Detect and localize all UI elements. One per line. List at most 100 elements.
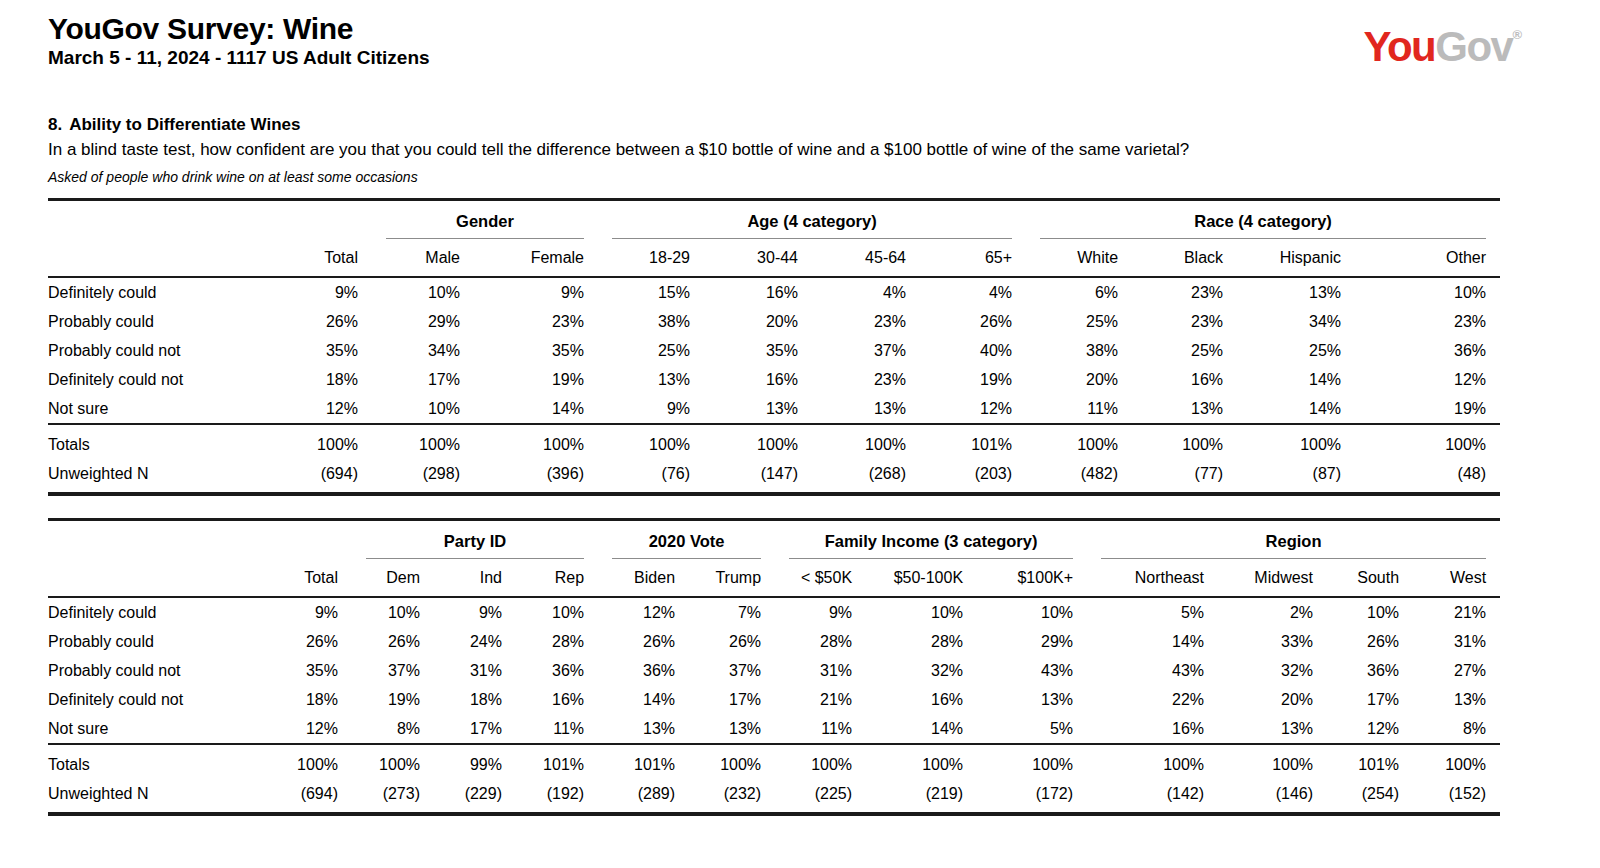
value-cell: 26% <box>920 307 1026 336</box>
value-cell: (298) <box>372 459 474 492</box>
value-cell: 100% <box>1087 744 1218 779</box>
value-cell: 26% <box>288 307 372 336</box>
value-cell: 100% <box>1026 424 1132 459</box>
value-cell: 35% <box>288 656 352 685</box>
column-header-midwest: Midwest <box>1218 559 1327 597</box>
column-header-dem: Dem <box>352 559 434 597</box>
question-number: 8. <box>48 115 62 134</box>
value-cell: (76) <box>598 459 704 492</box>
value-cell: 27% <box>1413 656 1500 685</box>
column-header-female: Female <box>474 239 598 277</box>
value-cell: 10% <box>977 597 1087 627</box>
page-header: YouGov Survey: Wine March 5 - 11, 2024 -… <box>48 12 1544 69</box>
column-header-rep: Rep <box>516 559 598 597</box>
column-header-50k: < $50K <box>775 559 866 597</box>
value-cell: (219) <box>866 779 977 812</box>
column-header-hispanic: Hispanic <box>1237 239 1355 277</box>
column-group-label: Party ID <box>366 532 584 559</box>
value-cell: 14% <box>1237 394 1355 424</box>
value-cell: 10% <box>866 597 977 627</box>
column-header-row: TotalDemIndRepBidenTrump< $50K$50-100K$1… <box>48 559 1500 597</box>
value-cell: 35% <box>474 336 598 365</box>
column-header-ind: Ind <box>434 559 516 597</box>
value-cell: 100% <box>689 744 775 779</box>
logo-you-text: You <box>1364 23 1436 70</box>
column-group-spacer <box>288 201 372 239</box>
question-title: 8. Ability to Differentiate Wines <box>48 115 1544 135</box>
title-block: YouGov Survey: Wine March 5 - 11, 2024 -… <box>48 12 430 69</box>
column-group-family-income-3-category: Family Income (3 category) <box>775 521 1087 559</box>
column-group-label: 2020 Vote <box>612 532 761 559</box>
value-cell: (152) <box>1413 779 1500 812</box>
value-cell: 12% <box>1355 365 1500 394</box>
column-group-label: Region <box>1101 532 1486 559</box>
value-cell: 13% <box>704 394 812 424</box>
value-cell: 15% <box>598 277 704 307</box>
value-cell: 100% <box>977 744 1087 779</box>
value-cell: 16% <box>704 277 812 307</box>
value-cell: 17% <box>1327 685 1413 714</box>
column-group-age-4-category: Age (4 category) <box>598 201 1026 239</box>
value-cell: 37% <box>689 656 775 685</box>
value-cell: 10% <box>1327 597 1413 627</box>
value-cell: 10% <box>516 597 598 627</box>
value-cell: 38% <box>1026 336 1132 365</box>
value-cell: 9% <box>775 597 866 627</box>
value-cell: 31% <box>1413 627 1500 656</box>
row-label-spacer <box>48 521 288 559</box>
value-cell: 16% <box>704 365 812 394</box>
value-cell: 13% <box>1218 714 1327 744</box>
value-cell: 28% <box>516 627 598 656</box>
value-cell: 18% <box>434 685 516 714</box>
value-cell: 29% <box>977 627 1087 656</box>
value-cell: 20% <box>1026 365 1132 394</box>
value-cell: 31% <box>434 656 516 685</box>
row-label: Definitely could not <box>48 685 288 714</box>
question-title-text: Ability to Differentiate Wines <box>69 115 300 134</box>
column-group-race-4-category: Race (4 category) <box>1026 201 1500 239</box>
value-cell: 31% <box>775 656 866 685</box>
value-cell: (694) <box>288 459 372 492</box>
value-cell: 32% <box>866 656 977 685</box>
column-header-30-44: 30-44 <box>704 239 812 277</box>
row-label: Probably could <box>48 307 288 336</box>
value-cell: 16% <box>1087 714 1218 744</box>
value-cell: 6% <box>1026 277 1132 307</box>
value-cell: (273) <box>352 779 434 812</box>
value-cell: 14% <box>1087 627 1218 656</box>
value-cell: 32% <box>1218 656 1327 685</box>
value-cell: 14% <box>1237 365 1355 394</box>
value-cell: 17% <box>372 365 474 394</box>
value-cell: 26% <box>288 627 352 656</box>
column-header-total: Total <box>288 559 352 597</box>
value-cell: 16% <box>1132 365 1237 394</box>
totals-row: Totals100%100%99%101%101%100%100%100%100… <box>48 744 1500 779</box>
column-group-spacer <box>288 521 352 559</box>
value-cell: 100% <box>812 424 920 459</box>
column-header-biden: Biden <box>598 559 689 597</box>
value-cell: 12% <box>920 394 1026 424</box>
table-row: Probably could not35%37%31%36%36%37%31%3… <box>48 656 1500 685</box>
value-cell: 37% <box>352 656 434 685</box>
value-cell: 20% <box>1218 685 1327 714</box>
value-cell: 5% <box>977 714 1087 744</box>
table-row: Not sure12%10%14%9%13%13%12%11%13%14%19% <box>48 394 1500 424</box>
value-cell: 4% <box>920 277 1026 307</box>
yougov-logo: YouGov® <box>1364 26 1523 68</box>
row-label: Definitely could not <box>48 365 288 394</box>
unweighted-row: Unweighted N(694)(273)(229)(192)(289)(23… <box>48 779 1500 812</box>
value-cell: 9% <box>288 597 352 627</box>
value-cell: 10% <box>352 597 434 627</box>
value-cell: 28% <box>775 627 866 656</box>
value-cell: 9% <box>288 277 372 307</box>
value-cell: 5% <box>1087 597 1218 627</box>
value-cell: 4% <box>812 277 920 307</box>
value-cell: 9% <box>434 597 516 627</box>
value-cell: (146) <box>1218 779 1327 812</box>
unweighted-row: Unweighted N(694)(298)(396)(76)(147)(268… <box>48 459 1500 492</box>
value-cell: 100% <box>474 424 598 459</box>
value-cell: 2% <box>1218 597 1327 627</box>
value-cell: 8% <box>1413 714 1500 744</box>
value-cell: 37% <box>812 336 920 365</box>
value-cell: 9% <box>598 394 704 424</box>
